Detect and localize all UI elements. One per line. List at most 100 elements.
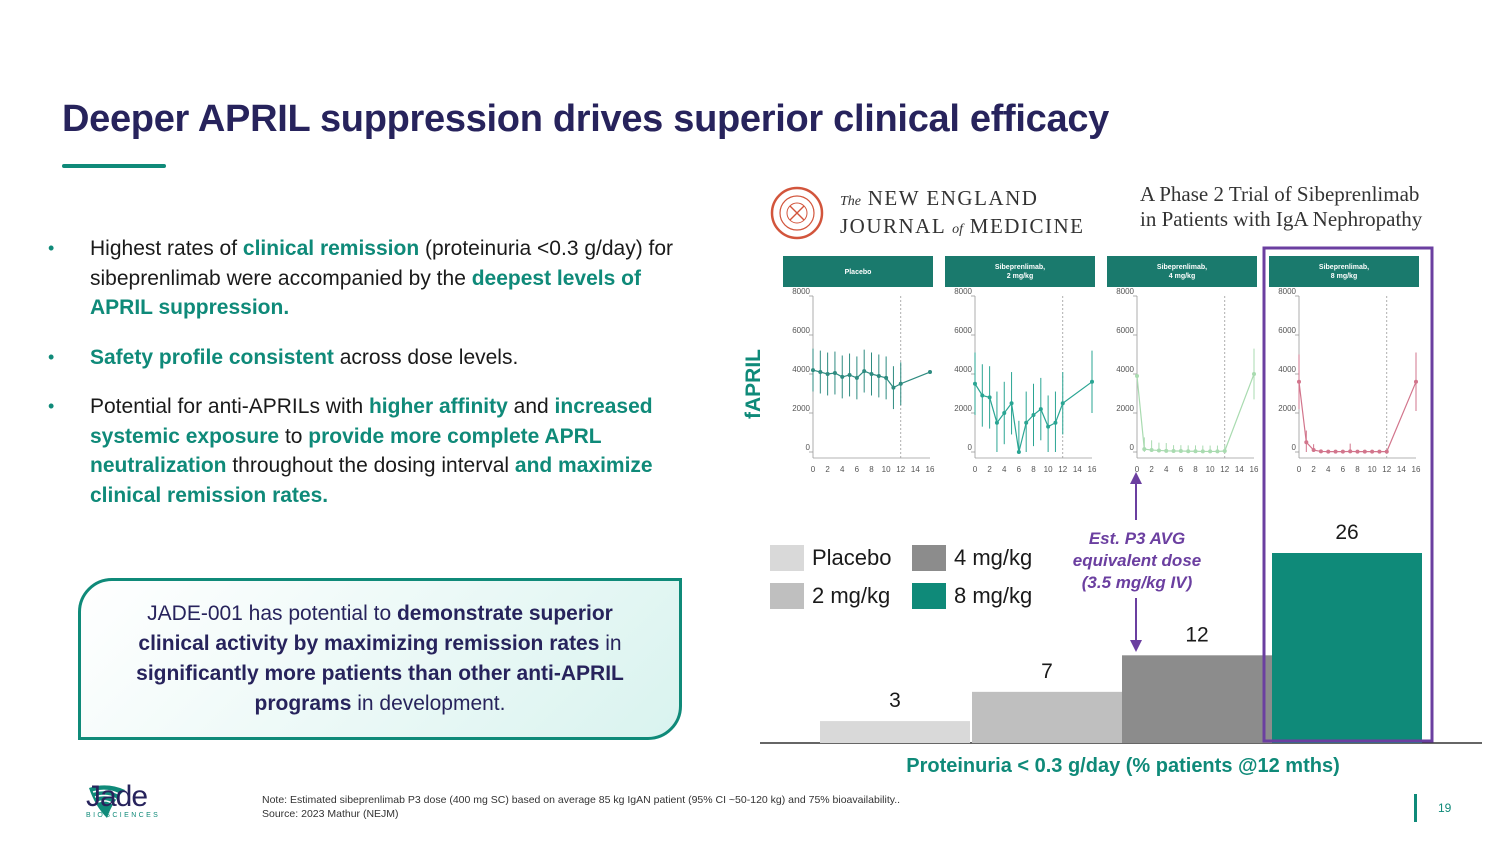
data-point — [1186, 449, 1191, 454]
bullet-text: Safety profile consistent across dose le… — [90, 346, 518, 369]
panel-x-tick-label: 4 — [840, 465, 845, 474]
panel-y-tick-label: 2000 — [1278, 404, 1296, 413]
bar — [820, 721, 970, 743]
trial-title-line1: A Phase 2 Trial of Sibeprenlimab — [1140, 182, 1420, 206]
highlight-text: increased systemic exposure — [90, 395, 653, 448]
body-text: throughout the dosing interval — [226, 454, 515, 477]
callout-text-run: JADE-001 has potential to — [147, 602, 397, 625]
bar-value-label: 26 — [1335, 521, 1358, 544]
data-point — [1135, 373, 1139, 378]
panel-y-tick-label: 8000 — [954, 287, 972, 296]
footnote-line2: Source: 2023 Mathur (NEJM) — [262, 808, 399, 820]
bar-x-axis-title: Proteinuria < 0.3 g/day (% patients @12 … — [906, 755, 1340, 777]
legend-label: 2 mg/kg — [812, 583, 891, 608]
panel-x-tick-label: 8 — [1355, 465, 1360, 474]
bullet-item: • Safety profile consistent across dose l… — [48, 343, 708, 373]
legend-item-placebo: Placebo — [770, 545, 892, 571]
jade-logo-icon — [89, 785, 125, 818]
panel-y-tick-label: 6000 — [792, 326, 810, 335]
data-point — [1252, 372, 1256, 376]
panel-x-tick-label: 0 — [973, 465, 978, 474]
callout-text: JADE-001 has potential to demonstrate su… — [121, 599, 639, 719]
panel-y-tick-label: 2000 — [1116, 404, 1134, 413]
data-point — [1384, 449, 1389, 454]
page-number: 19 — [1438, 801, 1452, 815]
data-point — [1355, 449, 1360, 454]
panel-header-text: Sibeprenlimab, — [1319, 264, 1369, 271]
data-point — [1377, 449, 1382, 454]
callout-bold-text: demonstrate superior clinical activity b… — [138, 602, 613, 655]
dose-arrow-label-line3: (3.5 mg/kg IV) — [1081, 573, 1193, 592]
bullet-text: Highest rates of clinical remission (pro… — [90, 237, 673, 319]
body-text: Potential for anti-APRILs with — [90, 395, 369, 418]
data-point — [869, 372, 874, 376]
panel-x-tick-label: 4 — [1326, 465, 1331, 474]
dose-arrow-label-line1: Est. P3 AVG — [1088, 529, 1186, 548]
panel-header — [783, 256, 933, 287]
legend-swatch — [770, 545, 804, 571]
nejm-masthead: The NEW ENGLAND JOURNAL of MEDICINE — [840, 186, 1084, 242]
panel-header — [1107, 256, 1257, 287]
panel-y-tick-label: 6000 — [954, 326, 972, 335]
data-point — [1297, 379, 1301, 384]
panel-x-tick-label: 2 — [825, 465, 830, 474]
logo-subtitle: BIOSCIENCES — [86, 812, 161, 819]
panel-header — [1269, 256, 1419, 287]
data-point — [1031, 412, 1036, 417]
data-point — [1060, 401, 1065, 406]
panel-x-tick-label: 8 — [869, 465, 874, 474]
bullet-text: Potential for anti-APRILs with higher af… — [90, 395, 653, 507]
nejm-of: of — [952, 222, 964, 237]
data-point — [862, 369, 867, 374]
series-line — [1136, 373, 1255, 453]
panel-x-tick-label: 8 — [1031, 465, 1036, 474]
callout-bold-text: significantly more patients than other a… — [136, 662, 624, 715]
bullet-dot: • — [48, 238, 55, 258]
panel-x-tick-label: 2 — [987, 465, 992, 474]
data-point — [994, 420, 999, 425]
bullet-item: • Highest rates of clinical remission (pr… — [48, 234, 708, 323]
page-number-bar — [1414, 794, 1417, 822]
panel-y-tick-label: 8000 — [1116, 287, 1134, 296]
highlight-text: deepest levels of APRIL suppression. — [90, 266, 641, 320]
legend-swatch — [912, 545, 946, 571]
trial-title-line2: in Patients with IgA Nephropathy — [1140, 207, 1423, 231]
bar-value-label: 12 — [1185, 623, 1208, 646]
bullet-dot: • — [48, 346, 55, 367]
data-point — [884, 375, 889, 380]
data-point — [840, 374, 845, 379]
panel-header — [945, 256, 1095, 287]
panel-x-tick-label: 14 — [1073, 465, 1082, 474]
panel-x-tick-label: 4 — [1002, 465, 1007, 474]
slide-title: Deeper APRIL suppression drives superior… — [62, 98, 1110, 140]
dose-arrow-label-line2: equivalent dose — [1072, 551, 1202, 570]
nejm-journal: JOURNAL — [840, 214, 946, 238]
data-point — [1348, 449, 1353, 454]
data-point — [1333, 449, 1338, 454]
arrow-up-head — [1130, 472, 1142, 484]
panel-y-tick-label: 2000 — [792, 404, 810, 413]
panel-x-tick-label: 8 — [1193, 465, 1198, 474]
panel-y-tick-label: 0 — [806, 443, 811, 452]
title-underline — [62, 164, 166, 168]
data-point — [1318, 449, 1323, 454]
bar-value-label: 3 — [889, 689, 901, 712]
panel-x-tick-label: 6 — [1017, 465, 1022, 474]
data-point — [928, 370, 932, 375]
panel-x-tick-label: 2 — [1311, 465, 1316, 474]
data-point — [1340, 449, 1345, 454]
data-point — [1304, 440, 1309, 445]
panel-header-text: Sibeprenlimab, — [1157, 264, 1207, 271]
legend-item-8mg: 8 mg/kg — [912, 583, 1032, 609]
body-text: across dose levels. — [333, 345, 519, 369]
series-line — [1298, 381, 1417, 453]
data-point — [854, 375, 859, 380]
nejm-the: The — [840, 194, 861, 209]
panel-y-tick-label: 4000 — [792, 365, 810, 374]
data-point — [832, 371, 837, 376]
panel-y-tick-label: 0 — [968, 443, 973, 452]
legend-item-4mg: 4 mg/kg — [912, 545, 1032, 571]
callout-text-run: in — [599, 632, 622, 655]
data-point — [1326, 449, 1331, 454]
legend-item-2mg: 2 mg/kg — [770, 583, 890, 609]
